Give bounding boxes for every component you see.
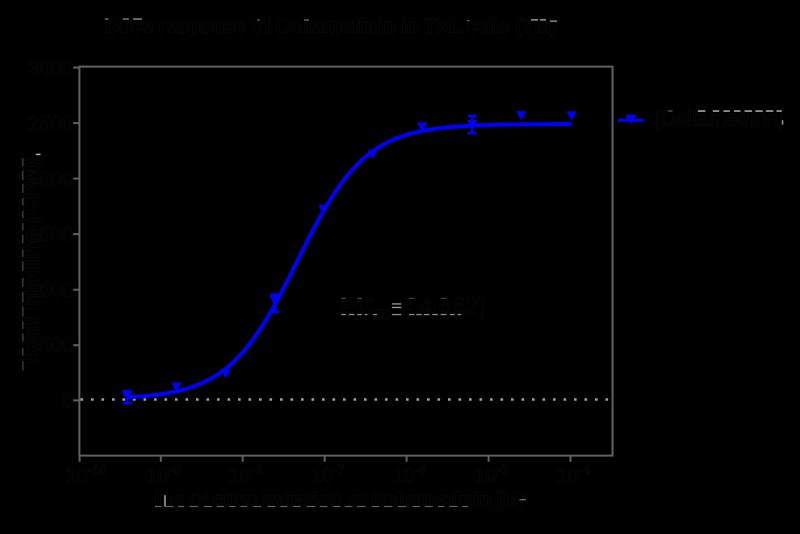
svg-text:log of concentration of Deltam: log of concentration of Deltamethrin [M] bbox=[154, 490, 526, 512]
svg-text:0: 0 bbox=[62, 390, 73, 412]
svg-text:1000: 1000 bbox=[29, 280, 74, 302]
svg-text:2000: 2000 bbox=[29, 169, 74, 191]
svg-text:1500: 1500 bbox=[29, 224, 74, 246]
svg-text:3000: 3000 bbox=[29, 58, 74, 80]
svg-text:500: 500 bbox=[40, 335, 73, 357]
svg-text:2500: 2500 bbox=[29, 113, 74, 135]
svg-text:Dose response of Deltamethrin: Dose response of Deltamethrin in TXL cel… bbox=[105, 16, 557, 38]
svg-text:Total binding (CPM): Total binding (CPM) bbox=[20, 158, 43, 368]
svg-text:EC50 = 4.662]: EC50 = 4.662] bbox=[341, 294, 485, 324]
svg-text:[Deltamethrin]: [Deltamethrin] bbox=[655, 108, 784, 131]
